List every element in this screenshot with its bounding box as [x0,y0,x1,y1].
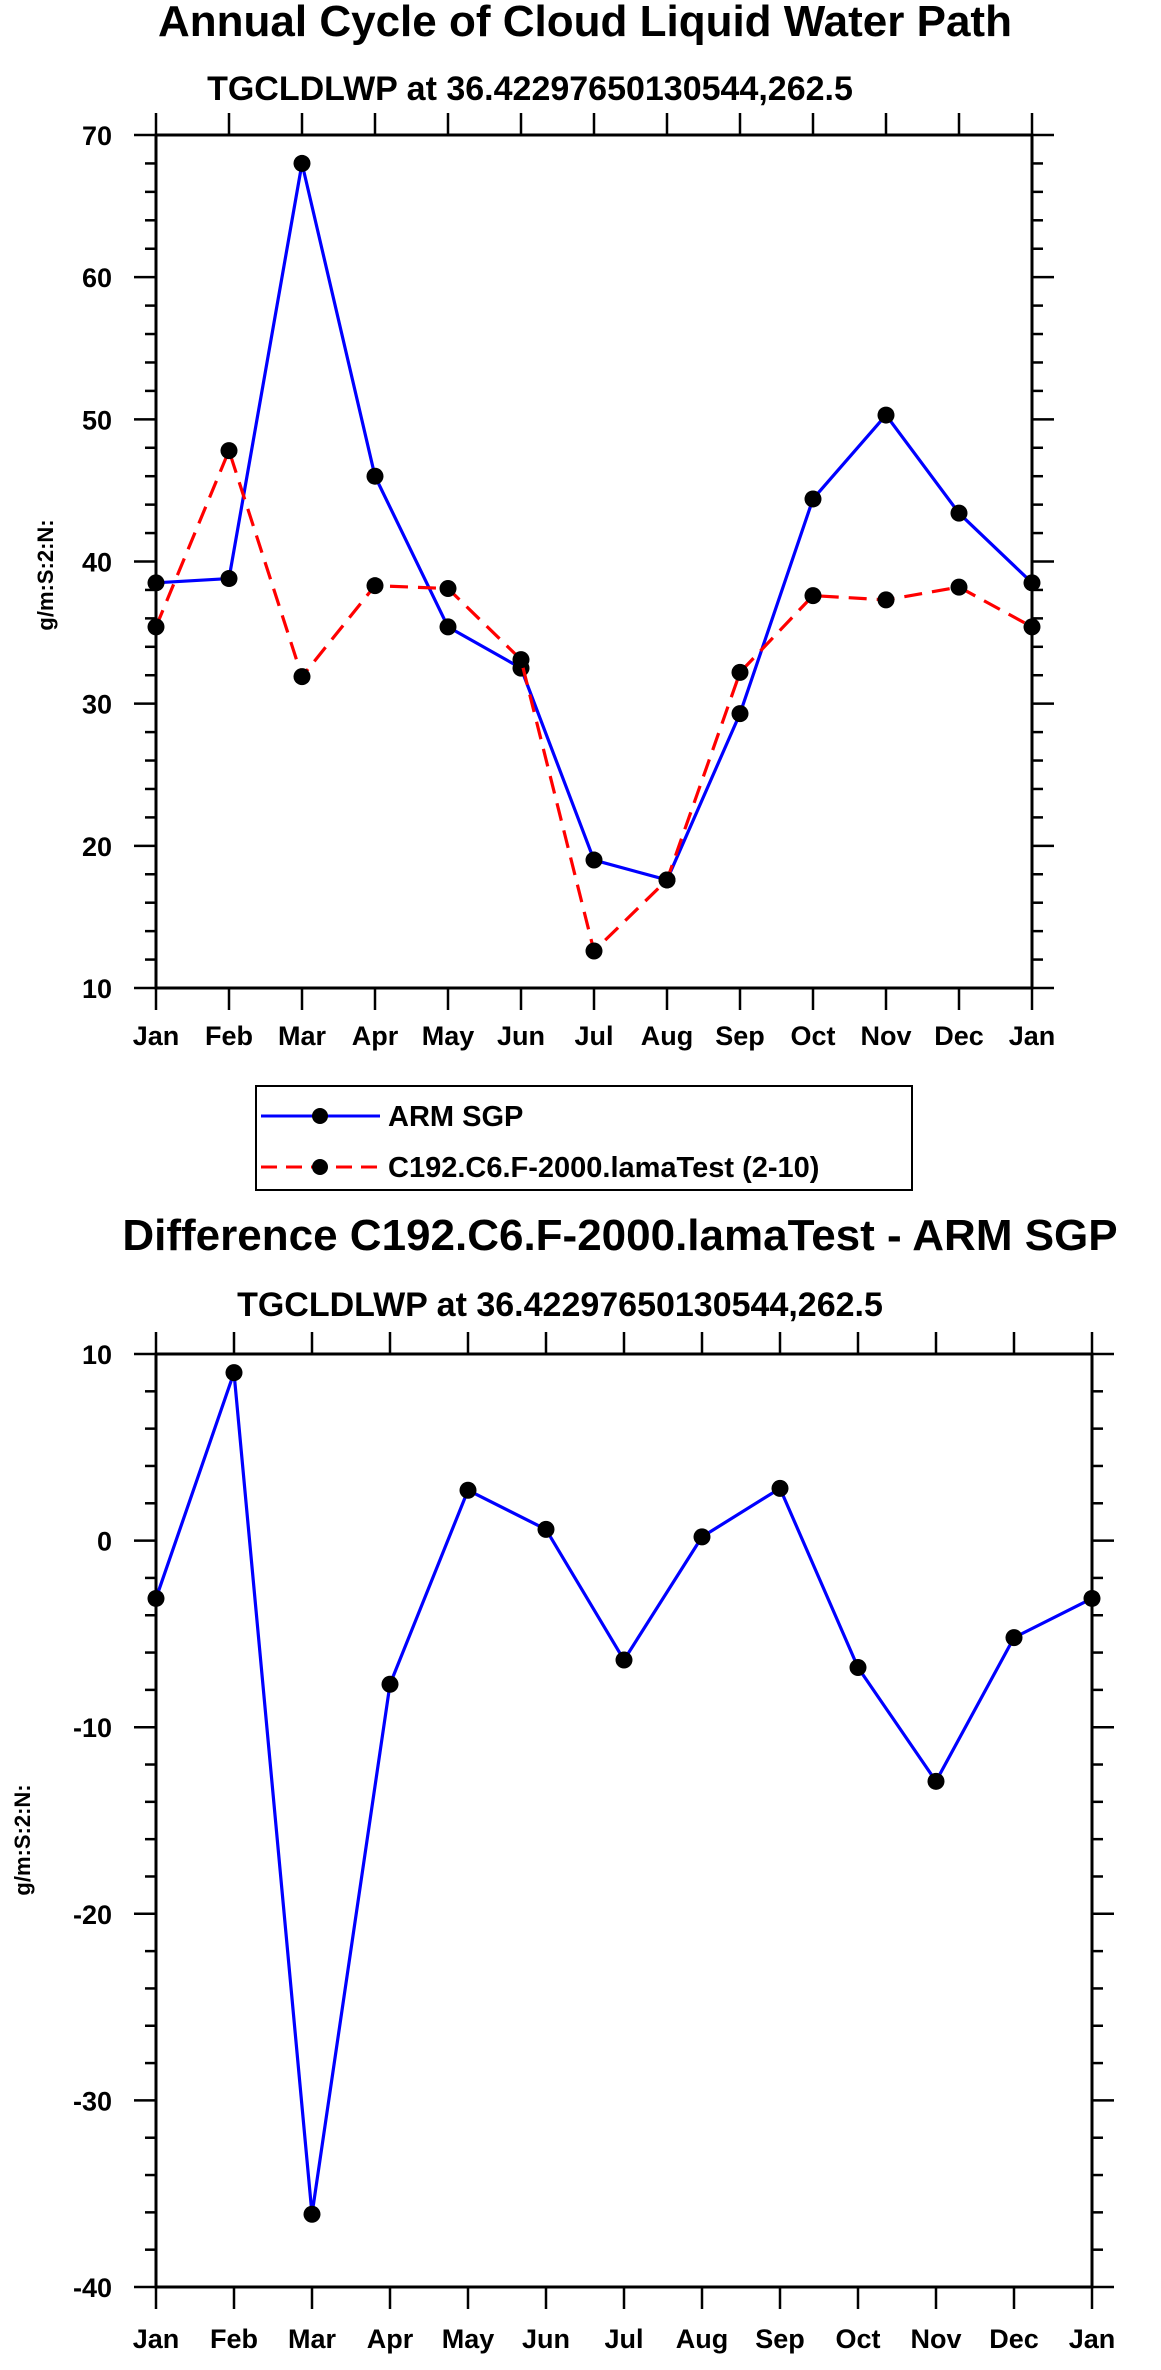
y-tick-label: 40 [82,548,112,578]
y-axis-label: g/m:S:2:N: [33,519,58,630]
annual-cycle-chart: Annual Cycle of Cloud Liquid Water Path … [33,0,1055,1051]
data-point [293,668,311,686]
data-point [293,154,311,172]
y-tick-label: 20 [82,832,112,862]
data-point [220,570,238,588]
data-point [731,663,749,681]
data-point [1005,1629,1023,1647]
x-tick-label: Feb [205,1021,253,1051]
y-tick-label: -30 [73,2086,112,2116]
data-point [439,618,457,636]
data-point [381,1675,399,1693]
data-point [693,1528,711,1546]
data-point [220,442,238,460]
data-point [147,1589,165,1607]
x-tick-label: Jan [1069,2324,1116,2354]
data-point [804,490,822,508]
legend-label-obs: ARM SGP [388,1101,523,1133]
data-point [927,1772,945,1790]
data-point [1023,618,1041,636]
y-tick-label: 10 [82,1340,112,1370]
x-tick-label: May [442,2324,495,2354]
data-point [439,580,457,598]
series-line-a [154,1371,1093,2216]
x-tick-label: May [422,1021,475,1051]
x-tick-label: Feb [210,2324,258,2354]
x-tick-label: Aug [641,1021,693,1051]
legend-label-model: C192.C6.F-2000.lamaTest (2-10) [388,1152,819,1184]
x-tick-label: Sep [755,2324,805,2354]
data-point [731,705,749,723]
x-tick-label: Jun [522,2324,570,2354]
x-tick-label: Nov [910,2324,961,2354]
data-point [459,1481,477,1499]
y-tick-label: 30 [82,690,112,720]
x-tick-label: Dec [934,1021,984,1051]
x-tick-label: Jan [133,1021,180,1051]
chart-title: Difference C192.C6.F-2000.lamaTest - ARM… [122,1211,1117,1260]
legend-marker-obs [312,1108,328,1124]
data-point [615,1651,633,1669]
data-point [877,591,895,609]
data-point [537,1520,555,1538]
data-point [225,1364,243,1382]
x-tick-label: Nov [860,1021,911,1051]
data-point [849,1658,867,1676]
x-tick-label: Oct [790,1021,835,1051]
x-tick-label: Jul [574,1021,613,1051]
x-tick-label: Dec [989,2324,1039,2354]
x-tick-label: Apr [367,2324,414,2354]
data-point [147,618,165,636]
data-point [1023,574,1041,592]
y-tick-label: -20 [73,1900,112,1930]
legend: ARM SGP C192.C6.F-2000.lamaTest (2-10) [255,1085,913,1191]
legend-marker-model [312,1159,328,1175]
data-point [658,871,676,889]
data-point [303,2205,321,2223]
chart-subtitle: TGCLDLWP at 36.42297650130544,262.5 [237,1286,883,1324]
data-point [877,406,895,424]
difference-chart: Difference C192.C6.F-2000.lamaTest - ARM… [10,1211,1118,2354]
data-point [366,577,384,595]
x-tick-label: Jun [497,1021,545,1051]
chart-subtitle: TGCLDLWP at 36.42297650130544,262.5 [207,70,853,108]
x-tick-label: Mar [278,1021,327,1051]
data-point [771,1479,789,1497]
y-tick-label: 50 [82,405,112,435]
data-point [950,578,968,596]
data-point [950,504,968,522]
data-point [804,587,822,605]
x-tick-label: Jan [133,2324,180,2354]
plot-frame [154,1352,1094,2289]
y-tick-label: 70 [82,121,112,151]
series-line-b [154,449,1033,953]
data-point [512,651,530,669]
y-tick-label: 60 [82,263,112,293]
x-tick-label: Oct [835,2324,880,2354]
data-point [585,851,603,869]
x-tick-label: Apr [352,1021,399,1051]
series-line-a [155,161,1034,882]
y-axis-label: g/m:S:2:N: [10,1784,35,1895]
chart-title: Annual Cycle of Cloud Liquid Water Path [158,0,1012,46]
data-point [366,467,384,485]
x-tick-label: Jan [1009,1021,1056,1051]
x-tick-label: Jul [604,2324,643,2354]
y-tick-label: -10 [73,1713,112,1743]
x-tick-label: Mar [288,2324,337,2354]
data-point [1083,1589,1101,1607]
x-tick-label: Sep [715,1021,765,1051]
data-point [147,574,165,592]
x-tick-label: Aug [676,2324,728,2354]
y-tick-label: 10 [82,974,112,1004]
y-tick-label: -40 [73,2273,112,2303]
legend-box [255,1085,913,1191]
y-tick-label: 0 [97,1527,112,1557]
data-point [585,942,603,960]
